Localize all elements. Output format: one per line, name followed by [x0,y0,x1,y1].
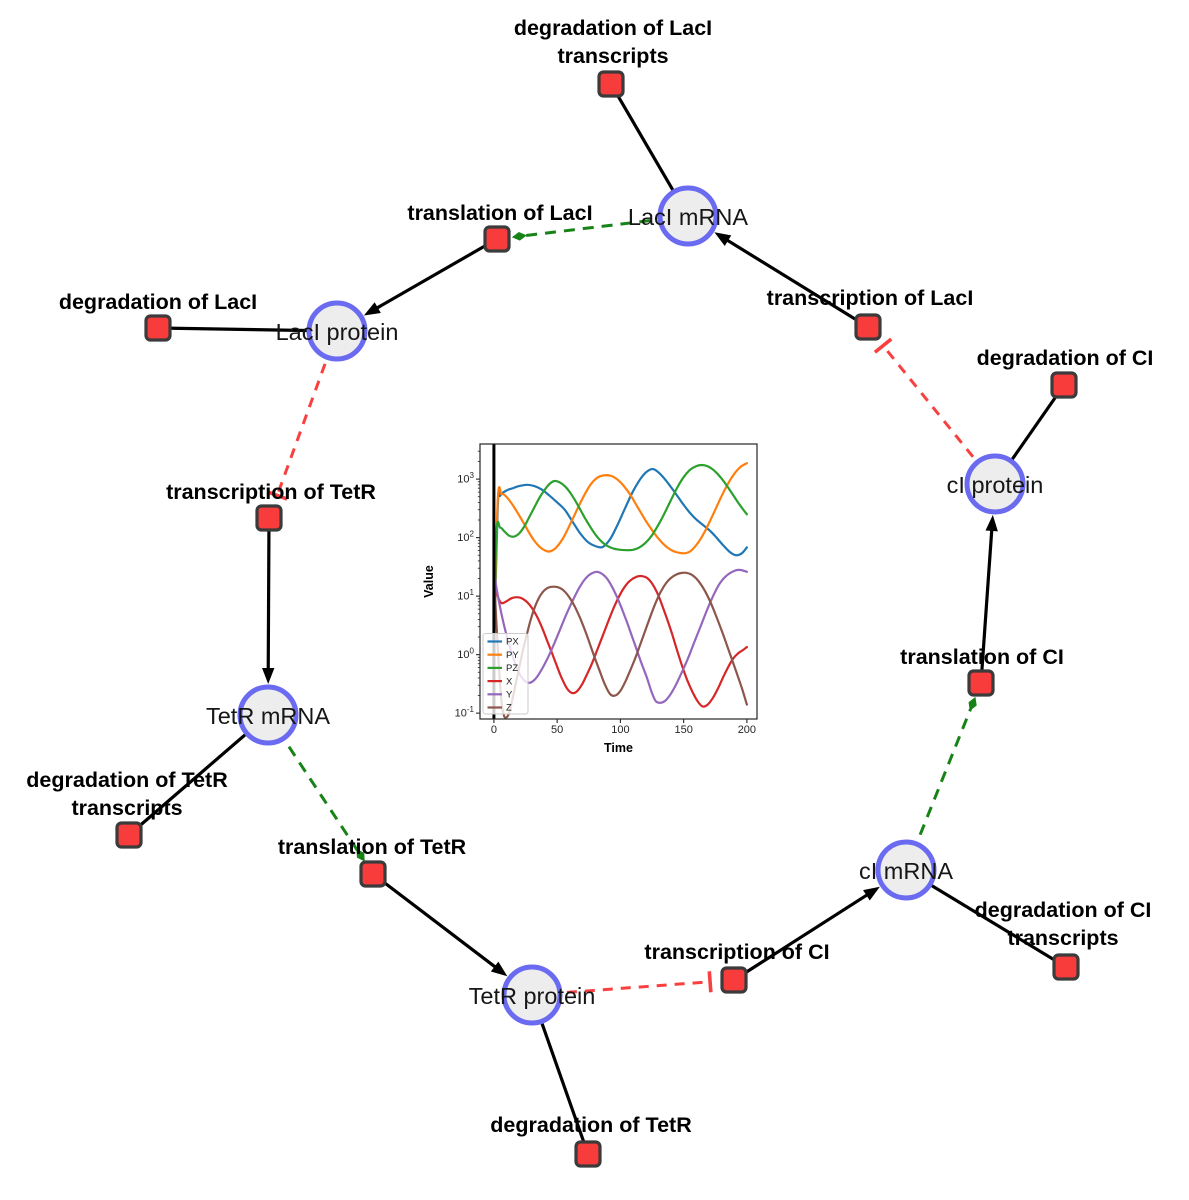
reaction-node-translation-of-laci[interactable] [483,225,511,253]
legend-label-PX: PX [506,637,519,648]
reaction-node-translation-of-tetr[interactable] [359,860,387,888]
axes-frame [479,443,758,720]
species-label-tetr-mrna: TetR mRNA [206,703,330,729]
edge-laci-protein-to-transcription-of-tetr-inhibition [277,363,327,493]
legend-label-Y: Y [506,690,513,701]
species-label-laci-mrna: LacI mRNA [628,204,748,230]
inhibition-tbar-icon [873,337,893,354]
arrowhead-icon [863,886,880,901]
y-tick-label: 100 [457,647,474,662]
y-tick-label: 10-1 [455,705,475,720]
y-tick-label: 102 [457,530,474,545]
y-tick-label: 103 [457,471,474,486]
y-axis-title: Value [422,565,436,598]
reaction-node-transcription-of-tetr[interactable] [255,504,283,532]
x-tick-label: 50 [551,724,563,736]
arrowhead-icon [714,232,732,246]
nodes-layer [115,70,1080,1168]
reaction-node-transcription-of-laci[interactable] [854,313,882,341]
edge-ci-protein-to-transcription-of-laci-inhibition [884,347,975,458]
edge-tetr-protein-to-transcription-of-ci-inhibition [566,980,707,994]
reaction-node-degradation-of-tetr-transcripts[interactable] [115,821,143,849]
inhibition-tbar-icon [707,971,713,993]
arrowhead-icon [262,667,275,685]
edge-transcription-of-laci-to-laci-mrna-production [723,237,869,329]
edge-translation-of-ci-to-ci-protein-production [979,526,994,684]
arrowhead-icon [490,961,508,977]
species-node-laci-protein[interactable] [306,300,368,362]
modifier-arrowhead-icon [356,848,365,862]
species-label-ci-protein: cI protein [947,472,1044,498]
reaction-node-degradation-of-ci[interactable] [1050,371,1078,399]
edge-tetr-mrna-to-degradation-of-tetr-transcripts-consumption [127,713,270,837]
legend-label-PY: PY [506,650,519,661]
edge-transcription-of-tetr-to-tetr-mrna-production [266,517,271,673]
x-axis-title: Time [604,741,633,755]
x-tick-label: 150 [674,724,692,736]
series-PY-line [492,462,748,659]
reaction-label: transcripts [1007,926,1118,950]
reaction-label: translation of LacI [407,201,592,225]
modifier-arrowhead-icon [511,231,527,241]
edge-transcription-of-ci-to-ci-mrna-production [733,891,871,982]
series-X-line [492,574,748,708]
reaction-label: transcripts [557,44,668,68]
reaction-node-degradation-of-ci-transcripts[interactable] [1052,953,1080,981]
species-node-tetr-mrna[interactable] [237,684,299,746]
species-node-laci-mrna[interactable] [657,185,719,247]
series-PZ-line [492,463,748,659]
reaction-node-degradation-of-laci-transcripts[interactable] [597,70,625,98]
reaction-node-translation-of-ci[interactable] [967,669,995,697]
y-tick-label: 101 [457,588,474,603]
species-label-tetr-protein: TetR protein [469,983,596,1009]
edge-ci-mrna-to-degradation-of-ci-transcripts-consumption [905,868,1067,969]
reaction-label: degradation of CI [975,898,1152,922]
reaction-label: degradation of LacI [514,16,712,40]
series-curves [492,444,748,719]
reaction-label: translation of CI [900,645,1064,669]
x-tick-label: 100 [611,724,629,736]
reaction-label: translation of TetR [278,835,467,859]
edge-translation-of-tetr-to-tetr-protein-production [372,872,499,971]
reaction-node-transcription-of-ci[interactable] [720,966,748,994]
reaction-label: transcription of CI [644,940,829,964]
species-node-ci-mrna[interactable] [875,839,937,901]
legend-label-X: X [506,676,513,687]
reaction-label: transcripts [71,796,182,820]
species-node-ci-protein[interactable] [964,453,1026,515]
series-PX-line [492,467,748,659]
reaction-node-degradation-of-tetr[interactable] [574,1140,602,1168]
reaction-label: degradation of LacI [59,290,257,314]
legend-label-PZ: PZ [506,663,518,674]
modifier-arrowhead-icon [968,696,977,711]
arrowhead-icon [985,514,998,532]
reaction-label: degradation of TetR [490,1113,692,1137]
reaction-label: degradation of CI [977,346,1154,370]
species-node-tetr-protein[interactable] [501,964,563,1026]
labels-layer: degradation of LacI transcripts translatio… [26,16,1153,1137]
reaction-label: transcription of LacI [767,286,974,310]
reaction-label: transcription of TetR [166,480,376,504]
series-Y-line [492,568,748,704]
x-tick-label: 200 [738,724,756,736]
inhibition-tbar-icon [266,490,288,501]
reaction-node-degradation-of-laci[interactable] [144,314,172,342]
x-tick-label: 0 [491,724,497,736]
species-label-laci-protein: LacI protein [276,319,399,345]
timeseries-inset-plot: 0 50 100 150 200 10-1 100 101 102 103 Time Value PX P… [422,443,758,755]
edge-translation-of-laci-to-laci-protein-production [373,237,498,311]
legend-label-Z: Z [506,703,512,714]
reaction-label: degradation of TetR [26,768,228,792]
arrowhead-icon [363,302,381,316]
species-label-ci-mrna: cI mRNA [859,858,953,884]
